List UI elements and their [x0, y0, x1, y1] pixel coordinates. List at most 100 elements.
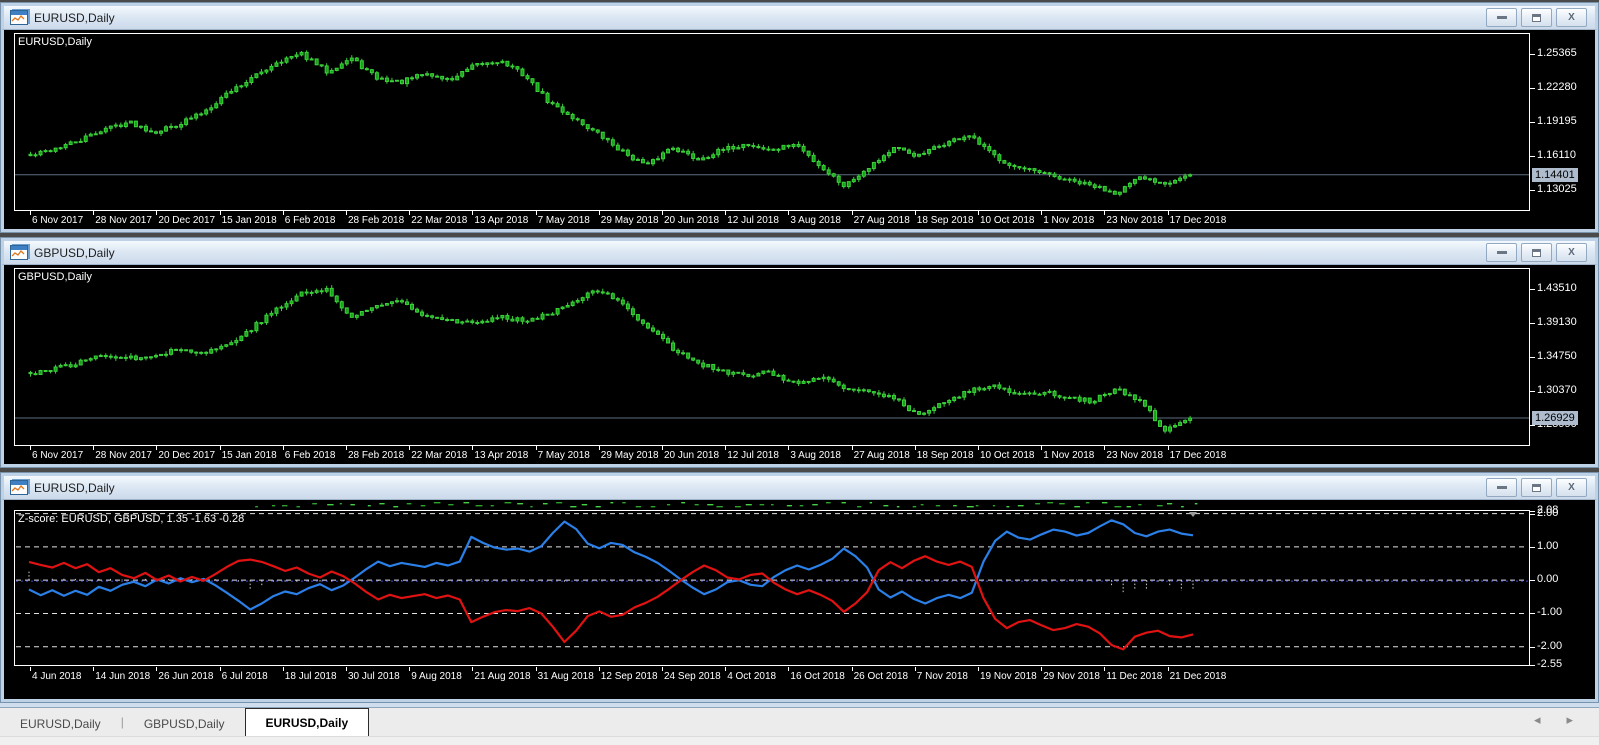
- date-axis-tick: [788, 211, 790, 215]
- restore-button[interactable]: [1521, 478, 1552, 497]
- minimize-button[interactable]: [1486, 8, 1517, 27]
- tab-eurusd-daily-1[interactable]: EURUSD,Daily: [20, 717, 101, 731]
- date-axis-tick: [978, 211, 979, 215]
- date-label: 10 Oct 2018: [980, 215, 1035, 226]
- indicator-area-zscore[interactable]: Z-score: EURUSD, GBPUSD, 1.35 -1.63 -0.2…: [4, 500, 1595, 699]
- window-zscore-indicator: EURUSD,Daily X Z-score: EURUSD, GBPUSD, …: [0, 472, 1599, 703]
- date-label: 27 Aug 2018: [853, 215, 910, 226]
- chart-area-gbpusd[interactable]: GBPUSD,Daily 1.43510 1.39130 1.34750 1.3…: [4, 265, 1595, 464]
- tab-gbpusd-daily[interactable]: GBPUSD,Daily: [143, 717, 225, 731]
- price-axis-tick: [1530, 391, 1535, 393]
- chart-area-eurusd[interactable]: EURUSD,Daily 1.25365 1.22280 1.19195 1.1…: [4, 30, 1595, 229]
- date-label: 6 Nov 2017: [32, 215, 84, 226]
- minimize-button[interactable]: [1486, 243, 1517, 262]
- date-label: 31 Aug 2018: [537, 671, 594, 682]
- date-axis-tick: [93, 667, 95, 671]
- date-label: 22 Mar 2018: [411, 215, 468, 226]
- date-axis-tick: [30, 211, 31, 215]
- value-axis-tick: [1530, 511, 1535, 512]
- date-label: 28 Nov 2017: [95, 450, 152, 461]
- window-titlebar[interactable]: EURUSD,Daily X: [1, 473, 1598, 500]
- value-axis-tick: [1530, 546, 1535, 548]
- date-axis-tick: [346, 667, 347, 671]
- price-axis-tick: [1530, 425, 1535, 427]
- date-label: 21 Aug 2018: [474, 671, 531, 682]
- window-titlebar[interactable]: EURUSD,Daily X: [1, 3, 1598, 30]
- date-axis-tick: [346, 211, 347, 215]
- date-label: 28 Nov 2017: [95, 215, 152, 226]
- date-axis-tick: [472, 446, 474, 450]
- date-axis-tick: [851, 446, 853, 450]
- plot-frame: [14, 268, 1530, 446]
- date-axis-tick: [662, 211, 663, 215]
- date-axis-tick: [851, 211, 853, 215]
- date-axis-tick: [978, 446, 979, 450]
- date-label: 20 Jun 2018: [664, 450, 720, 461]
- minimize-button[interactable]: [1486, 478, 1517, 497]
- date-label: 20 Dec 2017: [158, 450, 216, 461]
- value-axis-tick: [1530, 513, 1535, 515]
- date-label: 12 Sep 2018: [600, 671, 658, 682]
- date-axis-tick: [1041, 667, 1043, 671]
- date-axis-tick: [725, 211, 727, 215]
- date-label: 1 Nov 2018: [1043, 450, 1095, 461]
- current-price-label: 1.14401: [1532, 167, 1578, 182]
- value-axis-tick: [1530, 665, 1535, 666]
- date-label: 18 Jul 2018: [284, 671, 337, 682]
- date-label: 7 May 2018: [537, 450, 590, 461]
- date-label: 17 Dec 2018: [1169, 215, 1227, 226]
- date-axis-tick: [535, 667, 537, 671]
- price-tick-label: 1.13025: [1537, 182, 1577, 195]
- restore-button[interactable]: [1521, 243, 1552, 262]
- date-axis-tick: [93, 446, 95, 450]
- window-tabbar: EURUSD,Daily | GBPUSD,Daily EURUSD,Daily…: [0, 703, 1599, 745]
- date-axis-tick: [725, 446, 727, 450]
- price-tick-label: 1.30370: [1537, 384, 1577, 397]
- date-axis-tick: [1041, 446, 1043, 450]
- date-label: 24 Sep 2018: [664, 671, 721, 682]
- value-tick-label: 0.00: [1537, 573, 1559, 586]
- price-axis-tick: [1530, 122, 1535, 124]
- date-label: 27 Aug 2018: [853, 450, 910, 461]
- date-axis-tick: [1104, 211, 1106, 215]
- price-axis-tick: [1530, 323, 1535, 325]
- close-button[interactable]: X: [1556, 478, 1587, 497]
- tab-eurusd-daily-2-active[interactable]: EURUSD,Daily: [244, 708, 370, 736]
- price-axis-tick: [1530, 54, 1535, 56]
- date-label: 6 Jul 2018: [221, 671, 268, 682]
- date-label: 30 Jul 2018: [348, 671, 400, 682]
- date-label: 11 Dec 2018: [1106, 671, 1163, 682]
- price-axis-tick: [1530, 189, 1535, 191]
- date-axis-tick: [219, 211, 221, 215]
- date-label: 23 Nov 2018: [1106, 215, 1164, 226]
- close-button[interactable]: X: [1556, 243, 1587, 262]
- plot-frame: [14, 33, 1530, 211]
- price-axis-tick: [1530, 289, 1535, 291]
- tab-scroll-left-icon[interactable]: ◂: [1533, 712, 1541, 727]
- date-label: 15 Jan 2018: [221, 215, 277, 226]
- window-title: EURUSD,Daily: [34, 10, 115, 25]
- date-label: 9 Aug 2018: [411, 671, 462, 682]
- value-tick-label: -2.55: [1537, 658, 1563, 670]
- date-label: 22 Mar 2018: [411, 450, 468, 461]
- date-axis-tick: [1104, 446, 1106, 450]
- value-tick-label: 1.00: [1537, 539, 1559, 552]
- date-axis-tick: [535, 211, 537, 215]
- compressed-price-strip: [14, 500, 1528, 510]
- date-axis-tick: [93, 211, 95, 215]
- date-axis-tick: [409, 211, 411, 215]
- date-label: 12 Jul 2018: [727, 450, 779, 461]
- date-label: 15 Jan 2018: [221, 450, 277, 461]
- date-axis-tick: [346, 446, 347, 450]
- close-button[interactable]: X: [1556, 8, 1587, 27]
- date-axis-tick: [598, 667, 600, 671]
- date-label: 6 Nov 2017: [32, 450, 84, 461]
- date-axis-tick: [598, 446, 600, 450]
- date-label: 23 Nov 2018: [1106, 450, 1164, 461]
- date-axis-tick: [472, 211, 474, 215]
- restore-button[interactable]: [1521, 8, 1552, 27]
- window-titlebar[interactable]: GBPUSD,Daily X: [1, 238, 1598, 265]
- tab-scroll-right-icon[interactable]: ▸: [1566, 712, 1573, 727]
- date-label: 29 May 2018: [600, 215, 659, 226]
- price-axis-tick: [1530, 155, 1535, 157]
